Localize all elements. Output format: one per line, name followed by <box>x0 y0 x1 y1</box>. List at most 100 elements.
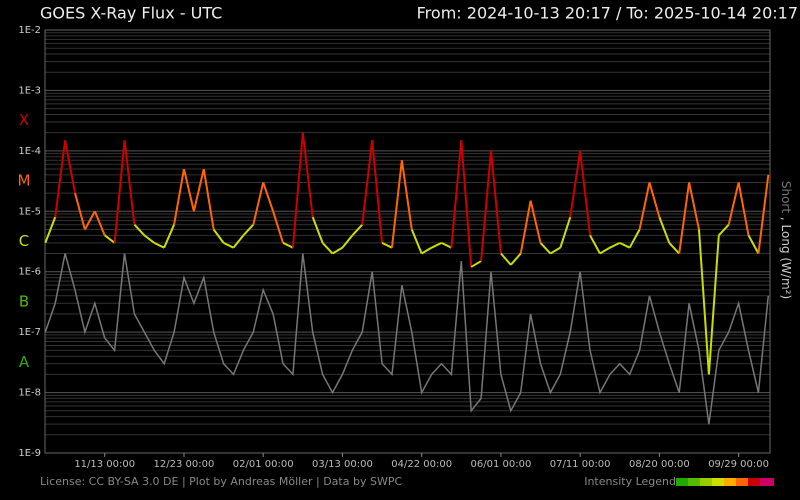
long-segment <box>688 182 700 230</box>
chart-subtitle: From: 2024-10-13 20:17 / To: 2025-10-14 … <box>417 4 798 23</box>
x-tick-label: 03/13 00:00 <box>312 459 373 470</box>
x-tick-label: 12/23 00:00 <box>154 459 215 470</box>
long-segment <box>500 252 512 266</box>
x-tick-label: 07/11 00:00 <box>550 459 611 470</box>
long-segment <box>301 132 314 218</box>
long-segment <box>579 150 592 236</box>
y-axis-label: Short , Long (W/m²) <box>780 181 794 299</box>
long-segment <box>648 182 661 218</box>
long-segment <box>123 140 136 225</box>
long-segment <box>390 160 403 248</box>
legend-long: Long (W/m²) <box>780 225 794 300</box>
long-segment <box>272 210 284 244</box>
legend-separator: , <box>780 213 794 224</box>
legend-swatch <box>688 478 700 486</box>
y-tick-label: 1E-3 <box>18 85 41 96</box>
long-segment <box>202 168 215 230</box>
long-segment <box>173 168 185 225</box>
flare-class-label: A <box>19 353 30 371</box>
long-segment <box>192 168 205 212</box>
long-segment <box>54 140 67 218</box>
long-segment <box>321 242 334 255</box>
legend-swatch <box>748 478 760 486</box>
flare-class-label: M <box>18 172 31 190</box>
long-segment <box>609 241 621 249</box>
intensity-legend <box>676 478 774 486</box>
long-segment <box>549 246 561 255</box>
long-segment <box>133 224 146 237</box>
long-segment <box>410 229 423 254</box>
long-segment <box>450 140 463 248</box>
y-tick-label: 1E-8 <box>18 388 41 399</box>
short-line <box>44 253 770 425</box>
long-segment <box>282 241 294 249</box>
long-segment <box>519 200 532 254</box>
long-segment <box>113 140 126 243</box>
long-segment <box>361 140 374 225</box>
y-tick-label: 1E-6 <box>18 267 41 278</box>
legend-swatch <box>712 478 724 486</box>
legend-swatch <box>736 478 748 486</box>
long-segment <box>252 182 265 225</box>
long-segment <box>529 200 542 244</box>
flare-class-label: B <box>19 292 29 310</box>
long-segment <box>163 224 175 249</box>
long-segment <box>64 140 77 194</box>
long-segment <box>400 160 413 230</box>
long-segment <box>223 241 234 249</box>
long-segment <box>332 246 343 255</box>
long-segment <box>93 210 106 236</box>
long-segment <box>143 234 155 244</box>
long-segment <box>589 234 601 255</box>
long-segment <box>599 246 611 255</box>
long-segment <box>351 224 363 237</box>
long-segment <box>431 241 442 249</box>
long-segment <box>182 168 195 212</box>
long-segment <box>381 241 393 249</box>
long-segment <box>638 182 651 230</box>
legend-swatch <box>724 478 736 486</box>
x-tick-label: 11/13 00:00 <box>74 459 135 470</box>
long-segment <box>153 241 165 249</box>
long-segment <box>421 246 433 255</box>
long-segment <box>668 242 680 255</box>
long-segment <box>510 252 522 266</box>
y-tick-label: 1E-9 <box>18 448 41 459</box>
long-segment <box>84 210 96 230</box>
x-tick-label: 09/29 00:00 <box>708 459 769 470</box>
long-segment <box>371 140 384 243</box>
long-segment <box>311 216 324 244</box>
flare-class-label: C <box>19 232 29 250</box>
intensity-legend-label: Intensity Legend <box>584 475 676 488</box>
y-tick-label: 1E-2 <box>18 25 41 36</box>
long-segment <box>718 224 730 237</box>
long-segment <box>262 182 275 212</box>
legend-swatch <box>676 478 688 486</box>
long-segment <box>74 192 86 230</box>
long-segment <box>291 132 304 248</box>
long-segment <box>212 228 225 244</box>
long-segment <box>44 216 57 244</box>
long-segment <box>539 242 552 255</box>
long-segment <box>341 234 354 249</box>
x-tick-label: 08/20 00:00 <box>629 459 690 470</box>
long-segment <box>658 216 671 244</box>
long-segment <box>727 182 740 225</box>
y-tick-label: 1E-7 <box>18 327 41 338</box>
flare-class-label: X <box>19 111 29 129</box>
long-segment <box>619 241 631 249</box>
long-segment <box>757 174 770 254</box>
y-tick-label: 1E-4 <box>18 146 41 157</box>
long-segment <box>242 224 255 237</box>
x-tick-label: 02/01 00:00 <box>233 459 294 470</box>
long-segment <box>104 234 116 244</box>
long-segment <box>490 150 502 254</box>
legend-swatch <box>760 478 774 486</box>
legend-swatch <box>700 478 712 486</box>
long-segment <box>569 150 582 218</box>
long-segment <box>697 229 710 375</box>
long-segment <box>470 260 482 268</box>
long-segment <box>707 235 720 375</box>
y-tick-label: 1E-5 <box>18 206 41 217</box>
